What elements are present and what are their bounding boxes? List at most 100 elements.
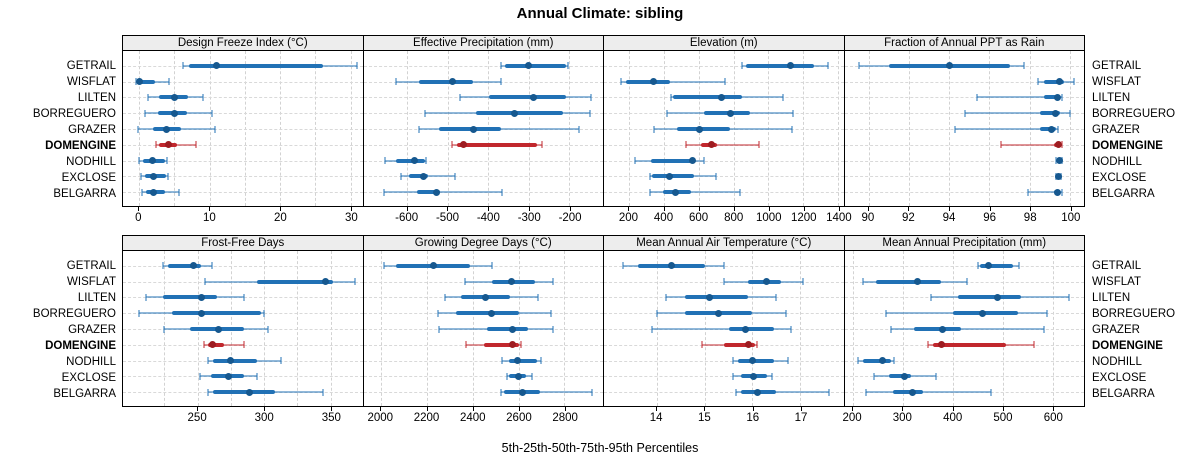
x-gridline: [908, 51, 910, 206]
median-dot: [170, 109, 178, 117]
whisker-cap: [1036, 78, 1039, 86]
iqr-bar-25th-75th: [932, 342, 1007, 347]
x-tick-label: 1200: [791, 212, 817, 224]
whisker-cap: [463, 278, 466, 286]
median-dot: [190, 262, 198, 270]
x-axis: 200 400 600 800 1000 1200 1400: [603, 207, 852, 235]
median-dot: [136, 78, 144, 86]
whisker-cap: [785, 309, 788, 317]
median-dot: [717, 93, 725, 101]
whisker-cap: [550, 309, 553, 317]
x-tick: [989, 207, 991, 211]
percentiles-caption: 5th-25th-50th-75th-95th Percentiles: [501, 441, 699, 455]
iqr-bar-25th-75th: [957, 295, 1022, 300]
site-label: NODHILL: [66, 356, 116, 368]
x-tick-label: 1000: [755, 212, 782, 224]
site-label: BORREGUERO: [32, 108, 116, 120]
whisker-cap: [1033, 341, 1036, 349]
panel: Growing Degree Days (°C) 2000 2200 2400 2600…: [362, 235, 604, 435]
median-dot: [1056, 78, 1064, 86]
y-gridline: [123, 176, 363, 178]
site-label: DOMENGINE: [45, 140, 116, 152]
whisker-cap: [739, 188, 742, 196]
whisker-cap: [321, 388, 324, 396]
site-label: EXCLOSE: [61, 172, 116, 184]
median-dot: [164, 141, 172, 149]
whisker-cap: [499, 78, 502, 86]
panel: Effective Precipitation (mm) -600 -500 -400…: [362, 35, 604, 235]
whisker-cap: [537, 293, 540, 301]
iqr-bar-25th-75th: [745, 63, 814, 68]
x-tick-label: 100: [1061, 212, 1081, 224]
whisker-cap: [792, 109, 795, 117]
iqr-bar-25th-75th: [208, 342, 225, 347]
median-dot: [650, 78, 658, 86]
whisker-5th-95th: [400, 175, 456, 178]
panel-strip: Mean Annual Air Temperature (°C): [603, 235, 845, 251]
median-dot: [508, 325, 516, 333]
whisker-5th-95th: [685, 143, 760, 146]
whisker-cap: [620, 78, 623, 86]
iqr-bar-25th-75th: [1039, 111, 1060, 116]
x-tick-label: 600: [1043, 412, 1063, 424]
whisker-cap: [280, 357, 283, 365]
median-dot: [448, 78, 456, 86]
whisker-cap: [648, 172, 651, 180]
whisker-cap: [443, 293, 446, 301]
y-gridline: [844, 376, 1084, 378]
median-dot: [708, 141, 716, 149]
whisker-cap: [213, 125, 216, 133]
site-label: GETRAIL: [1092, 260, 1142, 272]
whisker-cap: [418, 125, 421, 133]
panel-strip: Frost-Free Days: [122, 235, 364, 251]
median-dot: [470, 125, 478, 133]
plot-area: [122, 51, 364, 207]
iqr-bar-25th-75th: [673, 95, 742, 100]
median-dot: [509, 341, 517, 349]
whisker-5th-95th: [955, 128, 1058, 130]
median-dot: [524, 62, 532, 70]
site-label: WISFLAT: [1092, 76, 1141, 88]
site-label: GETRAIL: [1092, 60, 1142, 72]
iqr-bar-25th-75th: [738, 358, 775, 363]
x-tick-label: 250: [187, 412, 207, 424]
whisker-cap: [954, 125, 957, 133]
whisker-cap: [1072, 78, 1075, 86]
x-tick: [138, 207, 140, 211]
median-dot: [688, 157, 696, 165]
whisker-cap: [873, 372, 876, 380]
iqr-bar-25th-75th: [914, 327, 962, 331]
site-label: DOMENGINE: [1092, 340, 1163, 352]
y-gridline: [604, 176, 844, 178]
panel: Mean Annual Air Temperature (°C) 14 15 16 17: [603, 235, 845, 435]
panel-title: Effective Precipitation (mm): [413, 37, 554, 49]
whisker-cap: [1018, 262, 1021, 270]
whisker-cap: [756, 341, 759, 349]
whisker-cap: [211, 262, 214, 270]
x-tick: [565, 407, 567, 411]
iqr-bar-25th-75th: [1043, 95, 1060, 100]
x-tick: [1070, 207, 1072, 211]
x-tick-label: 350: [321, 412, 341, 424]
median-dot: [198, 309, 205, 317]
x-gridline: [949, 51, 951, 206]
median-dot: [750, 372, 758, 380]
y-gridline: [363, 65, 603, 67]
median-dot: [513, 357, 521, 365]
iqr-bar-25th-75th: [409, 174, 428, 179]
x-tick: [264, 407, 266, 411]
whisker-cap: [458, 93, 461, 101]
whisker-5th-95th: [204, 343, 245, 346]
median-dot: [149, 157, 157, 165]
median-dot: [149, 172, 157, 180]
plot-area: [843, 51, 1085, 207]
median-dot: [786, 62, 794, 70]
whisker-cap: [383, 157, 386, 165]
median-dot: [215, 325, 223, 333]
x-tick-label: 200: [618, 212, 639, 224]
panel-strip: Growing Degree Days (°C): [362, 235, 604, 251]
median-dot: [198, 293, 205, 301]
whisker-cap: [394, 78, 397, 86]
whisker-cap: [163, 325, 166, 333]
median-dot: [208, 341, 216, 349]
